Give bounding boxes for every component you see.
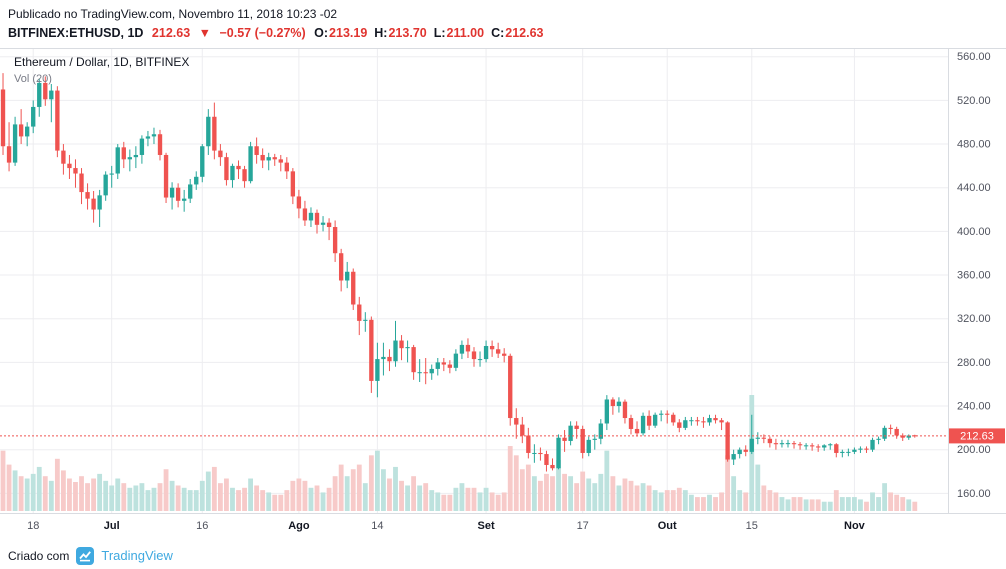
high-label: H: xyxy=(374,26,388,40)
symbol-name: BITFINEX:ETHUSD, 1D xyxy=(8,26,144,40)
last-price-badge: 212.63 xyxy=(949,428,1005,444)
price-axis-label: 520.00 xyxy=(957,95,991,107)
pane-borders xyxy=(0,48,1006,514)
price-change: −0.57 (−0.27%) xyxy=(219,26,306,40)
time-axis-label: Nov xyxy=(844,520,866,532)
footer: Criado com TradingView xyxy=(0,542,1006,569)
close-value: 212.63 xyxy=(505,26,544,40)
price-axis-label: 440.00 xyxy=(957,182,991,194)
price-chart[interactable]: 560.00 520.00 480.00 440.00 400.00 360.00 320.… xyxy=(0,48,1006,542)
time-axis-label: Jul xyxy=(104,520,120,532)
time-axis-label: 14 xyxy=(371,520,383,532)
down-arrow-icon: ▼ xyxy=(198,26,212,40)
volume-bars xyxy=(0,395,918,511)
time-axis[interactable]: 18 Jul 16 Ago 14 Set 17 Out 15 Nov xyxy=(27,520,866,532)
time-axis-label: Ago xyxy=(288,520,310,532)
low-label: L: xyxy=(433,26,446,40)
time-axis-label: 16 xyxy=(196,520,208,532)
close-label: C: xyxy=(491,26,505,40)
price-axis-label: 240.00 xyxy=(957,401,991,413)
published-line: Publicado no TradingView.com, Novembro 1… xyxy=(8,7,338,21)
price-axis-label: 320.00 xyxy=(957,313,991,325)
price-axis-label: 560.00 xyxy=(957,51,991,63)
low-value: 211.00 xyxy=(446,26,485,40)
candlesticks xyxy=(0,73,917,472)
price-axis-label: 480.00 xyxy=(957,139,991,151)
tradingview-logo-icon[interactable] xyxy=(76,546,95,565)
open-value: 213.19 xyxy=(329,26,368,40)
time-axis-label: Out xyxy=(658,520,677,532)
price-axis-label: 160.00 xyxy=(957,488,991,500)
time-axis-label: Set xyxy=(478,520,495,532)
footer-credit: Criado com xyxy=(8,548,70,563)
price-axis-label: 200.00 xyxy=(957,444,991,456)
price-axis-label: 280.00 xyxy=(957,357,991,369)
chart-area: 560.00 520.00 480.00 440.00 400.00 360.00 320.… xyxy=(0,48,1006,542)
time-axis-label: 15 xyxy=(746,520,758,532)
publication-header: Publicado no TradingView.com, Novembro 1… xyxy=(0,0,1006,48)
tradingview-brand-link[interactable]: TradingView xyxy=(101,548,173,563)
svg-text:212.63: 212.63 xyxy=(960,430,994,442)
price-axis-label: 400.00 xyxy=(957,226,991,238)
price-axis[interactable]: 560.00 520.00 480.00 440.00 400.00 360.00 320.… xyxy=(957,51,991,500)
symbol-line: BITFINEX:ETHUSD, 1D 212.63 ▼ −0.57 (−0.2… xyxy=(8,26,1006,40)
time-axis-label: 18 xyxy=(27,520,39,532)
price-axis-label: 360.00 xyxy=(957,270,991,282)
time-axis-label: 17 xyxy=(577,520,589,532)
high-value: 213.70 xyxy=(388,26,427,40)
open-label: O: xyxy=(314,26,329,40)
last-price-value: 212.63 xyxy=(151,26,191,40)
